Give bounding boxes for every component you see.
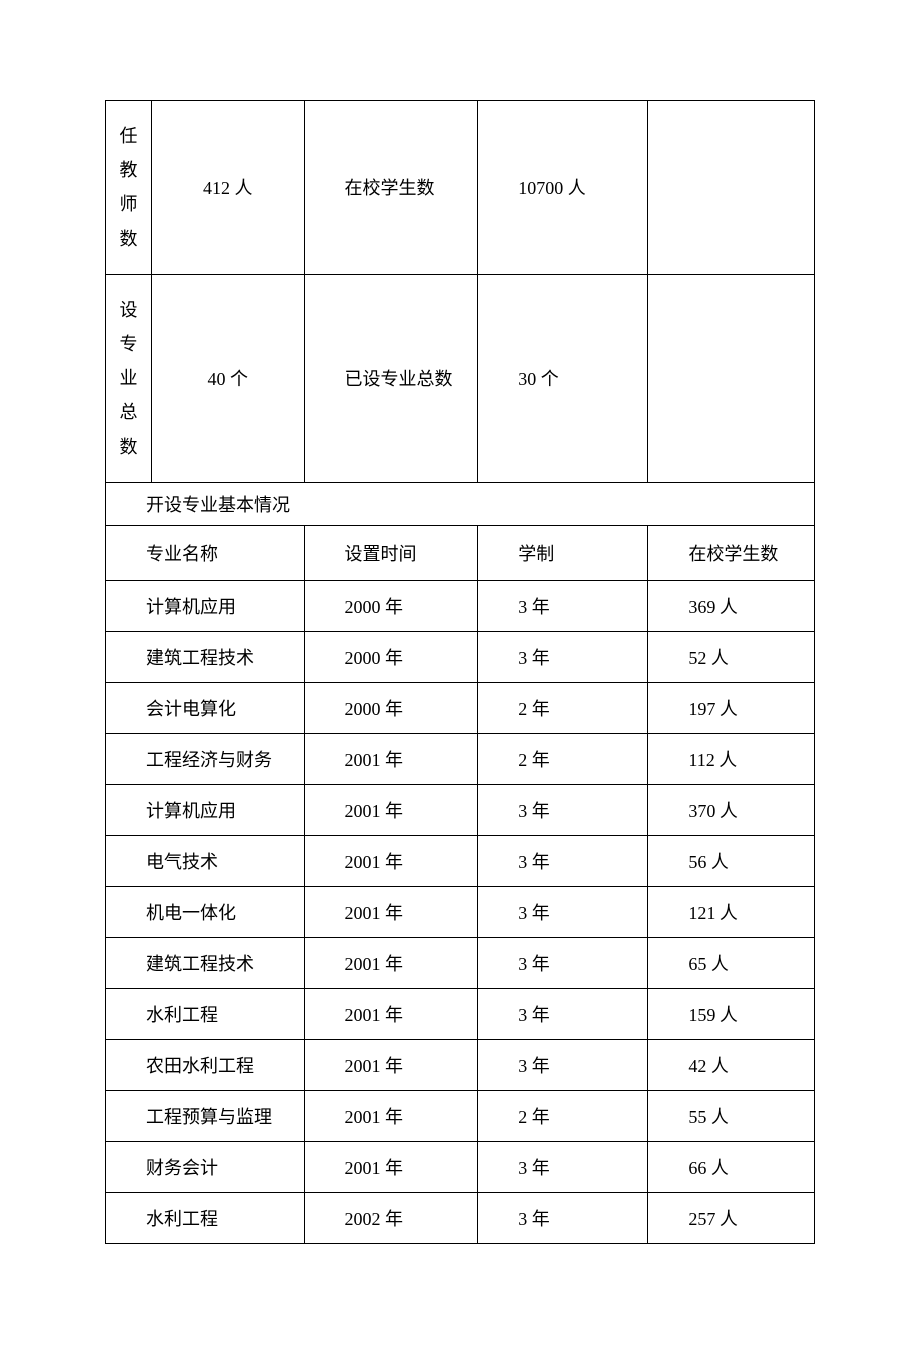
major-name: 机电一体化	[106, 886, 305, 937]
major-name: 工程预算与监理	[106, 1090, 305, 1141]
major-name: 计算机应用	[106, 784, 305, 835]
major-students: 121 人	[648, 886, 815, 937]
major-name: 水利工程	[106, 988, 305, 1039]
table-row: 计算机应用2000 年3 年369 人	[106, 580, 815, 631]
major-time: 2000 年	[304, 631, 478, 682]
major-students: 159 人	[648, 988, 815, 1039]
major-duration: 2 年	[478, 682, 648, 733]
col-name: 专业名称	[106, 525, 305, 580]
empty-cell-2	[648, 274, 815, 482]
major-name: 建筑工程技术	[106, 937, 305, 988]
table-row: 水利工程2002 年3 年257 人	[106, 1192, 815, 1243]
total-majors-value: 40 个	[152, 274, 304, 482]
section-title: 开设专业基本情况	[106, 482, 815, 525]
major-duration: 3 年	[478, 1141, 648, 1192]
major-time: 2001 年	[304, 1039, 478, 1090]
set-majors-value: 30 个	[478, 274, 648, 482]
total-majors-text: 设专业总数	[120, 300, 138, 457]
set-majors-label: 已设专业总数	[304, 274, 478, 482]
major-students: 66 人	[648, 1141, 815, 1192]
table-row: 建筑工程技术2001 年3 年65 人	[106, 937, 815, 988]
major-students: 112 人	[648, 733, 815, 784]
major-time: 2000 年	[304, 682, 478, 733]
empty-cell-1	[648, 101, 815, 275]
major-time: 2001 年	[304, 1141, 478, 1192]
teacher-label-text: 任教师数	[120, 126, 138, 249]
col-students: 在校学生数	[648, 525, 815, 580]
student-value: 10700 人	[478, 101, 648, 275]
teacher-value: 412 人	[152, 101, 304, 275]
major-time: 2001 年	[304, 784, 478, 835]
major-duration: 2 年	[478, 733, 648, 784]
table-row: 工程经济与财务2001 年2 年112 人	[106, 733, 815, 784]
major-duration: 3 年	[478, 835, 648, 886]
teacher-label: 任教师数	[106, 101, 152, 275]
major-students: 370 人	[648, 784, 815, 835]
major-name: 会计电算化	[106, 682, 305, 733]
col-time: 设置时间	[304, 525, 478, 580]
major-time: 2001 年	[304, 835, 478, 886]
col-duration: 学制	[478, 525, 648, 580]
major-name: 工程经济与财务	[106, 733, 305, 784]
major-students: 55 人	[648, 1090, 815, 1141]
table-row: 机电一体化2001 年3 年121 人	[106, 886, 815, 937]
major-time: 2001 年	[304, 886, 478, 937]
major-time: 2001 年	[304, 988, 478, 1039]
total-majors-label: 设专业总数	[106, 274, 152, 482]
major-students: 369 人	[648, 580, 815, 631]
table-row: 财务会计2001 年3 年66 人	[106, 1141, 815, 1192]
major-duration: 2 年	[478, 1090, 648, 1141]
major-students: 56 人	[648, 835, 815, 886]
major-students: 52 人	[648, 631, 815, 682]
table-row: 工程预算与监理2001 年2 年55 人	[106, 1090, 815, 1141]
table-row: 计算机应用2001 年3 年370 人	[106, 784, 815, 835]
major-students: 65 人	[648, 937, 815, 988]
major-time: 2001 年	[304, 937, 478, 988]
major-duration: 3 年	[478, 1192, 648, 1243]
major-time: 2002 年	[304, 1192, 478, 1243]
table-row: 电气技术2001 年3 年56 人	[106, 835, 815, 886]
major-time: 2000 年	[304, 580, 478, 631]
major-name: 电气技术	[106, 835, 305, 886]
major-time: 2001 年	[304, 1090, 478, 1141]
major-name: 财务会计	[106, 1141, 305, 1192]
major-name: 农田水利工程	[106, 1039, 305, 1090]
major-students: 197 人	[648, 682, 815, 733]
student-label: 在校学生数	[304, 101, 478, 275]
table-row: 水利工程2001 年3 年159 人	[106, 988, 815, 1039]
major-duration: 3 年	[478, 784, 648, 835]
table-row: 建筑工程技术2000 年3 年52 人	[106, 631, 815, 682]
table-row: 会计电算化2000 年2 年197 人	[106, 682, 815, 733]
major-students: 257 人	[648, 1192, 815, 1243]
major-duration: 3 年	[478, 988, 648, 1039]
info-table: 任教师数 412 人 在校学生数 10700 人 设专业总数 40 个 已设专业…	[105, 100, 815, 1244]
major-students: 42 人	[648, 1039, 815, 1090]
major-time: 2001 年	[304, 733, 478, 784]
major-name: 建筑工程技术	[106, 631, 305, 682]
table-row: 农田水利工程2001 年3 年42 人	[106, 1039, 815, 1090]
major-name: 水利工程	[106, 1192, 305, 1243]
major-duration: 3 年	[478, 937, 648, 988]
major-duration: 3 年	[478, 1039, 648, 1090]
major-duration: 3 年	[478, 580, 648, 631]
major-duration: 3 年	[478, 631, 648, 682]
major-name: 计算机应用	[106, 580, 305, 631]
major-duration: 3 年	[478, 886, 648, 937]
